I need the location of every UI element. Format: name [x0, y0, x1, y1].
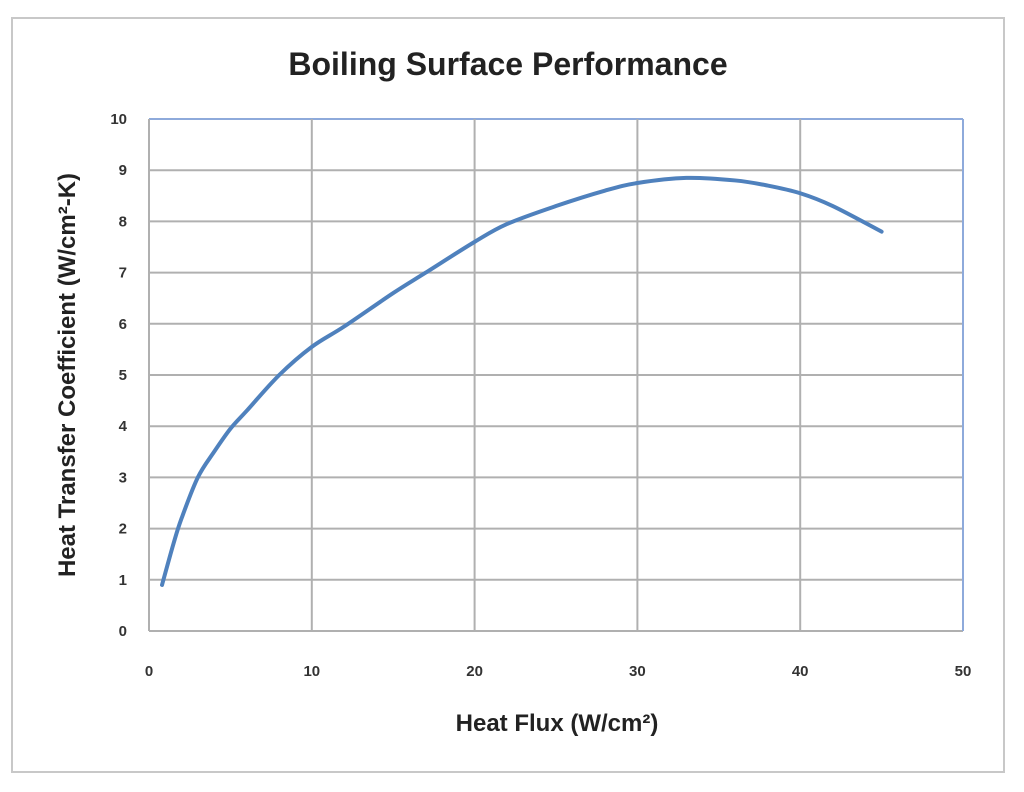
series — [160, 175, 884, 587]
y-tick-labels: 0 1 2 3 4 5 6 7 8 9 10 — [110, 111, 127, 640]
x-tick-label: 50 — [955, 663, 972, 680]
series-line — [160, 175, 884, 587]
chart-title: Boiling Surface Performance — [288, 46, 727, 82]
y-axis-label: Heat Transfer Coefficient (W/cm²-K) — [54, 173, 81, 577]
grid — [148, 118, 964, 632]
x-axis-label: Heat Flux (W/cm²) — [456, 710, 659, 737]
y-tick-label: 3 — [119, 469, 127, 486]
y-tick-label: 6 — [119, 316, 127, 333]
y-tick-label: 10 — [110, 111, 127, 128]
y-tick-label: 2 — [119, 521, 127, 538]
x-tick-label: 0 — [145, 663, 153, 680]
x-tick-label: 30 — [629, 663, 646, 680]
y-tick-label: 4 — [119, 418, 128, 435]
y-tick-label: 1 — [119, 572, 127, 589]
x-tick-label: 20 — [466, 663, 483, 680]
y-tick-label: 7 — [119, 265, 127, 282]
y-tick-label: 0 — [119, 623, 127, 640]
chart-border — [11, 17, 1005, 773]
x-tick-labels: 0 10 20 30 40 50 — [145, 663, 972, 680]
y-tick-label: 9 — [119, 162, 127, 179]
y-tick-label: 5 — [119, 367, 127, 384]
y-tick-label: 8 — [119, 213, 127, 230]
x-tick-label: 40 — [792, 663, 809, 680]
x-tick-label: 10 — [303, 663, 320, 680]
